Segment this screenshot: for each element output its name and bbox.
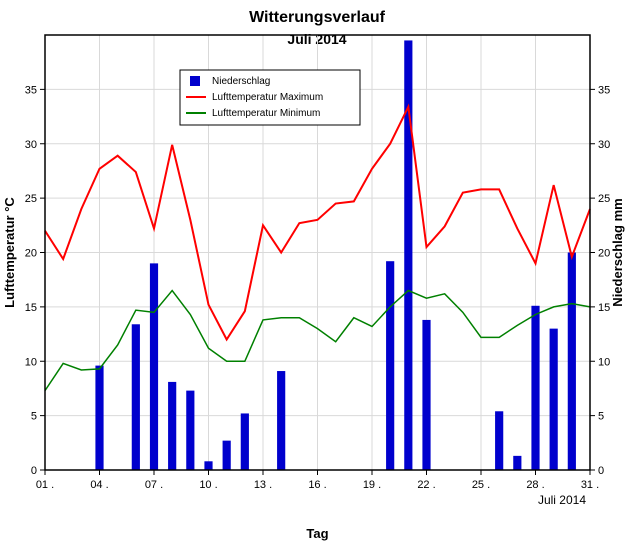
x-tick-label: 16 . <box>308 479 326 491</box>
y-right-tick-label: 30 <box>598 139 610 151</box>
y-left-tick-label: 25 <box>25 193 37 205</box>
y-right-tick-label: 20 <box>598 248 610 260</box>
x-tick-label: 31 . <box>581 479 599 491</box>
footer-text: Juli 2014 <box>538 493 586 507</box>
precip-bar <box>568 253 576 471</box>
precip-bar <box>513 456 521 470</box>
weather-chart: Witterungsverlauf Juli 2014 01 . 04 . 07 . 10… <box>0 0 634 548</box>
precip-bar <box>277 371 285 470</box>
y-left-tick-label: 15 <box>25 302 37 314</box>
precip-bar <box>95 366 103 470</box>
x-tick-label: 13 . <box>254 479 272 491</box>
precip-bar <box>186 391 194 470</box>
y-right-tick-label: 15 <box>598 302 610 314</box>
precip-bar <box>223 441 231 470</box>
x-tick-label: 01 . <box>36 479 54 491</box>
y-right-tick-label: 25 <box>598 193 610 205</box>
y-right-tick-label: 35 <box>598 84 610 96</box>
x-tick-label: 19 . <box>363 479 381 491</box>
x-tick-label: 10 . <box>199 479 217 491</box>
precip-bar <box>132 324 140 470</box>
precip-bar <box>168 382 176 470</box>
y-left-tick-label: 30 <box>25 139 37 151</box>
y-right-tick-label: 5 <box>598 411 604 423</box>
x-axis-title: Tag <box>306 526 328 541</box>
x-tick-label: 22 . <box>417 479 435 491</box>
x-tick-label: 04 . <box>90 479 108 491</box>
y-right-tick-label: 0 <box>598 465 604 477</box>
y-right-tick-label: 10 <box>598 356 610 368</box>
y-left-tick-label: 20 <box>25 248 37 260</box>
legend-label: Lufttemperatur Maximum <box>212 92 323 103</box>
legend-swatch-bar <box>190 76 200 86</box>
precip-bar <box>241 413 249 470</box>
x-tick-label: 07 . <box>145 479 163 491</box>
precip-bar <box>150 263 158 470</box>
y-left-tick-label: 10 <box>25 356 37 368</box>
y-left-tick-label: 5 <box>31 411 37 423</box>
y-right-axis-title: Niederschlag mm <box>610 198 625 306</box>
y-left-tick-label: 0 <box>31 465 37 477</box>
legend-label: Lufttemperatur Minimum <box>212 108 320 119</box>
precip-bar <box>495 411 503 470</box>
y-left-axis-title: Lufttemperatur °C <box>2 197 17 308</box>
x-tick-label: 28 . <box>526 479 544 491</box>
precip-bar <box>531 306 539 470</box>
precip-bar <box>386 261 394 470</box>
precip-bar <box>422 320 430 470</box>
x-tick-label: 25 . <box>472 479 490 491</box>
chart-canvas: Witterungsverlauf Juli 2014 01 . 04 . 07 . 10… <box>0 0 634 548</box>
y-left-tick-label: 35 <box>25 84 37 96</box>
legend-label: Niederschlag <box>212 76 270 87</box>
precip-bar <box>204 461 212 470</box>
chart-title-line1: Witterungsverlauf <box>249 9 386 26</box>
precip-bar <box>550 329 558 470</box>
